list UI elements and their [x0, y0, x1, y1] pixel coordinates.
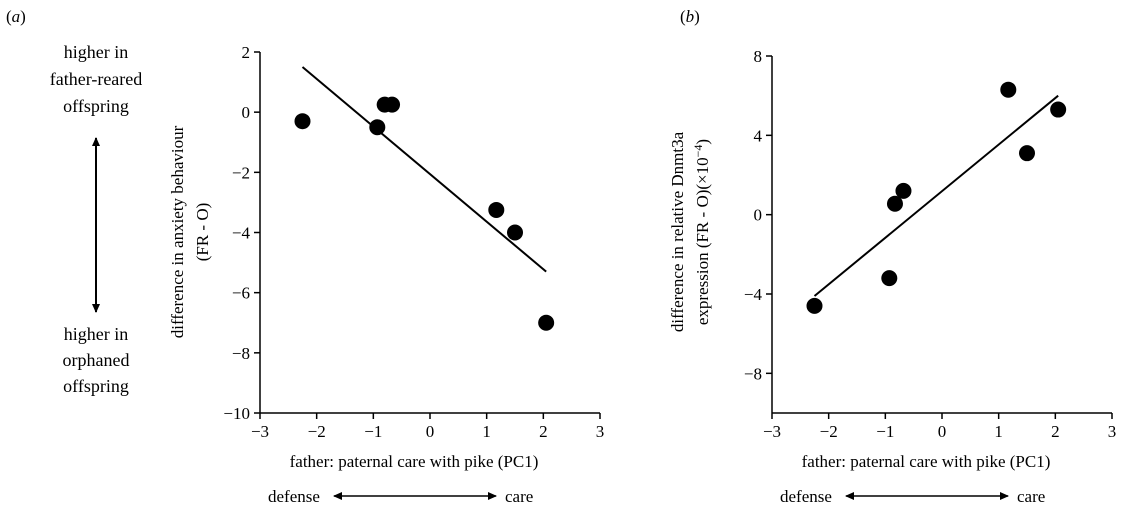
- panel-a: (a) 20−2−4−6−8−10−3 −2 −1 0 1 2 3 difference i…: [6, 7, 604, 506]
- panel-b-x-tick-label: 1: [994, 422, 1003, 441]
- panel-a-ylabel-line-2: (FR - O): [193, 203, 212, 262]
- panel-b-plot-area: 8 4 0 −4 −8 −3 −2 −1 0 1 2 3: [744, 47, 1116, 441]
- panel-a-data-point: [384, 96, 401, 113]
- panel-a-data-point: [294, 113, 311, 130]
- side-annotation: higher in father-reared offspring higher…: [50, 42, 143, 396]
- panel-b-y-tick-label: 8: [754, 47, 763, 66]
- panel-a-data-point: [507, 224, 523, 241]
- panel-a-x-tick-label: −3: [251, 422, 269, 441]
- panel-b-y-tick-label: 4: [754, 126, 763, 145]
- panel-b: (b) 8 4 0 −4 −8 −3 −2 −1 0 1 2 3 difference in rela…: [668, 7, 1116, 506]
- panel-b-x-tick-label: 3: [1108, 422, 1117, 441]
- panel-b-data-point: [886, 195, 903, 212]
- panel-b-data-point: [1050, 101, 1067, 118]
- panel-b-x-tick-label: 2: [1051, 422, 1060, 441]
- panel-b-x-tick-label: −3: [763, 422, 781, 441]
- panel-b-xlabel: father: paternal care with pike (PC1): [802, 452, 1051, 471]
- panel-a-plot-area: 20−2−4−6−8−10−3 −2 −1 0 1 2 3: [223, 43, 604, 441]
- panel-b-y-tick-label: −8: [744, 364, 762, 383]
- panel-a-x-tick-label: −2: [308, 422, 326, 441]
- side-top-line-2: father-reared: [50, 69, 143, 89]
- panel-a-data-point: [488, 201, 505, 218]
- side-top-line-1: higher in: [64, 42, 129, 62]
- panel-b-x-tick-label: −2: [820, 422, 838, 441]
- panel-a-data-point: [538, 314, 555, 331]
- panel-b-ylabel-line-2: expression (FR - O)(×10−4): [691, 139, 712, 325]
- panel-a-x-tick-label: 0: [426, 422, 435, 441]
- panel-b-data-point: [881, 270, 898, 287]
- side-top-line-3: offspring: [63, 96, 129, 116]
- panel-b-data-point: [1019, 145, 1035, 162]
- panel-a-label: (a): [6, 7, 26, 26]
- panel-a-x-tick-label: −1: [364, 422, 382, 441]
- panel-a-y-tick-label: 2: [242, 43, 251, 62]
- side-bottom-line-3: offspring: [63, 376, 129, 396]
- panel-b-data-point: [895, 182, 912, 199]
- panel-a-x-tick-label: 1: [482, 422, 491, 441]
- panel-b-y-tick-label: −4: [744, 285, 763, 304]
- side-bottom-line-1: higher in: [64, 324, 129, 344]
- panel-b-x-tick-label: 0: [938, 422, 947, 441]
- panel-b-care-label: care: [1017, 487, 1045, 506]
- panel-a-y-tick-label: −10: [223, 404, 250, 423]
- panel-a-data-point: [369, 119, 386, 136]
- panel-a-y-tick-label: −6: [232, 284, 250, 303]
- panel-b-data-point: [1000, 81, 1017, 98]
- panel-a-xlabel: father: paternal care with pike (PC1): [290, 452, 539, 471]
- panel-a-y-tick-label: −4: [232, 224, 251, 243]
- panel-a-defense-label: defense: [268, 487, 320, 506]
- side-bottom-line-2: orphaned: [63, 350, 130, 370]
- panel-b-ylabel-line-1: difference in relative Dnmt3a: [668, 131, 687, 332]
- panel-a-y-tick-label: −2: [232, 163, 250, 182]
- panel-b-y-tick-label: 0: [754, 206, 763, 225]
- panel-a-y-tick-label: 0: [242, 103, 251, 122]
- panel-b-x-tick-label: −1: [876, 422, 894, 441]
- panel-a-x-tick-label: 3: [596, 422, 605, 441]
- panel-a-care-label: care: [505, 487, 533, 506]
- panel-a-ylabel-line-1: difference in anxiety behaviour: [168, 125, 187, 338]
- panel-a-fit-line: [301, 66, 547, 273]
- panel-b-label: (b): [680, 7, 700, 26]
- panel-b-defense-label: defense: [780, 487, 832, 506]
- panel-b-fit-line: [813, 94, 1059, 297]
- panel-a-y-tick-label: −8: [232, 344, 250, 363]
- panel-a-x-tick-label: 2: [539, 422, 548, 441]
- panel-b-data-point: [806, 297, 823, 314]
